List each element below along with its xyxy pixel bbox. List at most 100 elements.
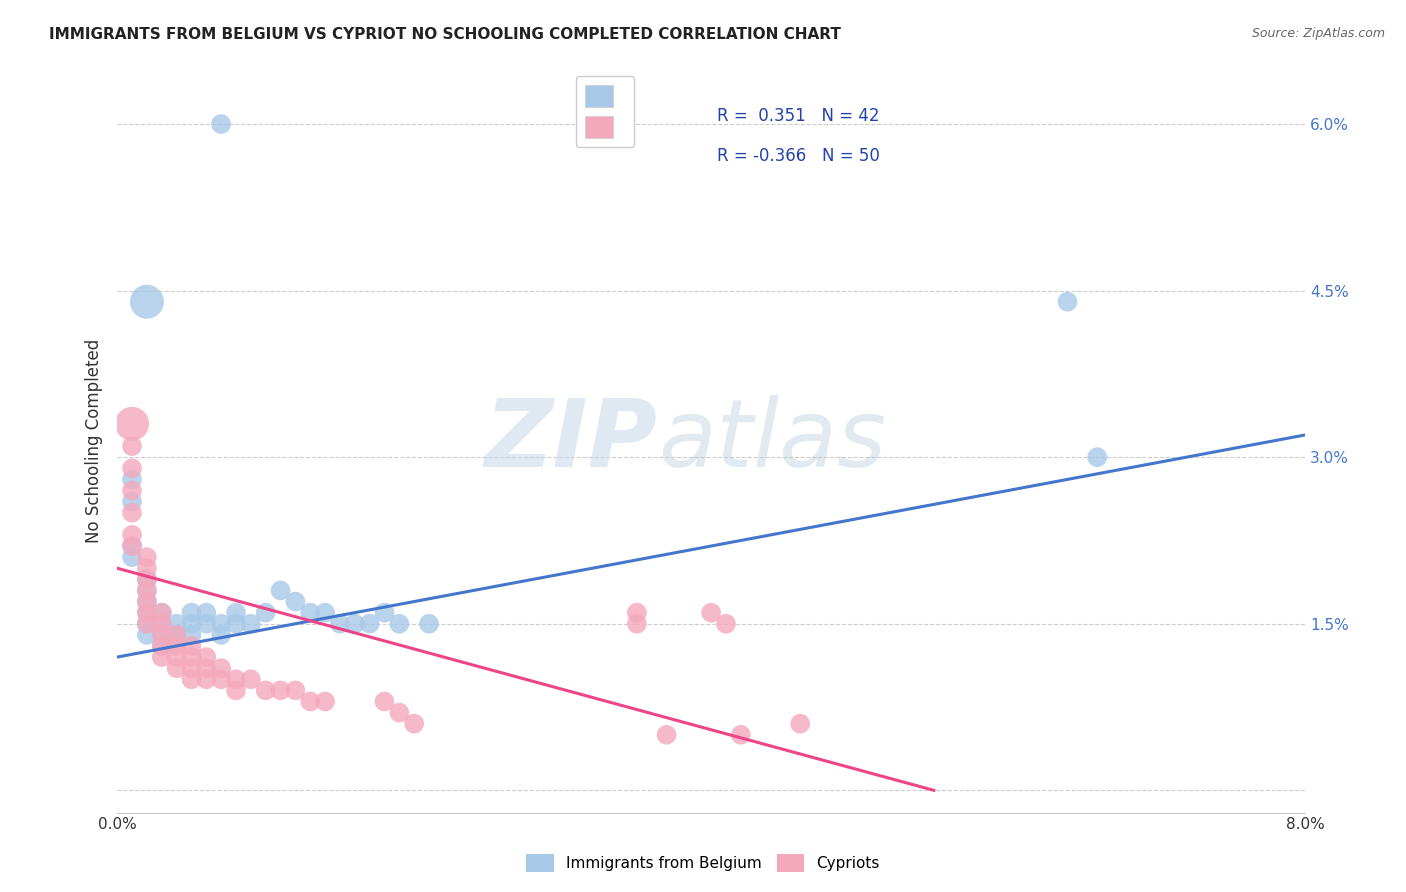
Point <box>700 606 723 620</box>
Point <box>209 628 232 642</box>
Point <box>270 683 292 698</box>
Point <box>239 673 262 687</box>
Point <box>209 616 232 631</box>
Point <box>1085 450 1108 465</box>
Point <box>135 572 157 586</box>
Point <box>150 639 173 653</box>
Point <box>209 673 232 687</box>
Point <box>373 606 395 620</box>
Point <box>150 639 173 653</box>
Point <box>1056 294 1078 309</box>
Point <box>166 650 188 665</box>
Y-axis label: No Schooling Completed: No Schooling Completed <box>86 338 103 542</box>
Point <box>404 716 426 731</box>
Point <box>180 628 202 642</box>
Text: R =  0.351   N = 42: R = 0.351 N = 42 <box>717 107 880 125</box>
Point <box>121 539 143 553</box>
Point <box>121 494 143 508</box>
Point <box>121 550 143 565</box>
Point <box>135 616 157 631</box>
Text: ZIP: ZIP <box>485 394 658 486</box>
Text: Source: ZipAtlas.com: Source: ZipAtlas.com <box>1251 27 1385 40</box>
Point <box>150 628 173 642</box>
Point <box>299 606 322 620</box>
Point <box>180 661 202 675</box>
Point <box>135 572 157 586</box>
Point <box>195 673 218 687</box>
Point <box>329 616 352 631</box>
Point <box>135 606 157 620</box>
Point <box>135 594 157 608</box>
Point <box>254 606 277 620</box>
Point <box>121 439 143 453</box>
Point <box>150 606 173 620</box>
Point <box>195 650 218 665</box>
Point <box>135 616 157 631</box>
Point <box>135 594 157 608</box>
Point <box>225 606 247 620</box>
Point <box>121 528 143 542</box>
Point <box>135 583 157 598</box>
Point <box>270 583 292 598</box>
Point <box>195 616 218 631</box>
Point <box>166 628 188 642</box>
Point <box>225 616 247 631</box>
Point <box>239 616 262 631</box>
Point <box>655 728 678 742</box>
Point <box>150 616 173 631</box>
Point <box>180 639 202 653</box>
Point <box>195 606 218 620</box>
Point <box>135 606 157 620</box>
Point <box>225 683 247 698</box>
Point <box>388 616 411 631</box>
Point <box>135 628 157 642</box>
Point <box>789 716 811 731</box>
Point <box>135 583 157 598</box>
Point <box>166 628 188 642</box>
Point <box>343 616 366 631</box>
Point <box>121 483 143 498</box>
Point <box>180 616 202 631</box>
Point <box>150 650 173 665</box>
Point <box>195 661 218 675</box>
Point <box>135 294 157 309</box>
Point <box>626 616 648 631</box>
Text: IMMIGRANTS FROM BELGIUM VS CYPRIOT NO SCHOOLING COMPLETED CORRELATION CHART: IMMIGRANTS FROM BELGIUM VS CYPRIOT NO SC… <box>49 27 841 42</box>
Point <box>626 606 648 620</box>
Point <box>166 616 188 631</box>
Point <box>209 117 232 131</box>
Point <box>150 628 173 642</box>
Point <box>121 461 143 475</box>
Point <box>150 616 173 631</box>
Point <box>121 506 143 520</box>
Point <box>314 606 336 620</box>
Point <box>121 472 143 486</box>
Text: R = -0.366   N = 50: R = -0.366 N = 50 <box>717 146 880 165</box>
Point <box>121 539 143 553</box>
Point <box>135 550 157 565</box>
Point <box>254 683 277 698</box>
Point <box>166 628 188 642</box>
Point <box>359 616 381 631</box>
Point <box>373 694 395 708</box>
Point <box>284 683 307 698</box>
Point <box>209 661 232 675</box>
Point <box>284 594 307 608</box>
Text: atlas: atlas <box>658 395 886 486</box>
Legend: Immigrants from Belgium, Cypriots: Immigrants from Belgium, Cypriots <box>519 846 887 880</box>
Point <box>225 673 247 687</box>
Point <box>150 606 173 620</box>
Point <box>180 650 202 665</box>
Point <box>180 673 202 687</box>
Point <box>714 616 737 631</box>
Point <box>121 417 143 431</box>
Point <box>730 728 752 742</box>
Legend: , : , <box>576 76 634 147</box>
Point <box>166 639 188 653</box>
Point <box>418 616 440 631</box>
Point <box>166 661 188 675</box>
Point <box>388 706 411 720</box>
Point <box>314 694 336 708</box>
Point <box>135 561 157 575</box>
Point <box>180 606 202 620</box>
